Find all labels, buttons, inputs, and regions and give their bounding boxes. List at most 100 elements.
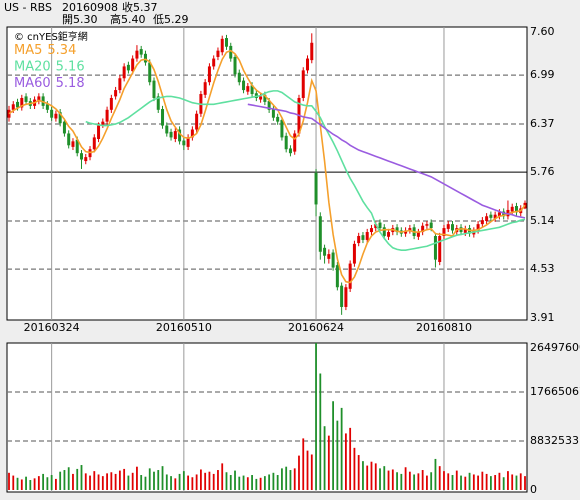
candle-body (131, 58, 135, 72)
candle-body (148, 62, 152, 83)
volume-bar (310, 454, 313, 490)
volume-bar (255, 478, 258, 490)
volume-bar (263, 476, 266, 490)
volume-bar (502, 477, 505, 490)
candle-body (101, 121, 105, 125)
volume-bar (391, 469, 394, 490)
volume-bar (93, 471, 96, 490)
volume-bar (42, 473, 45, 490)
y-tick-label: 5.76 (530, 165, 555, 178)
x-tick-label: 20160324 (24, 321, 80, 334)
volume-bar (84, 473, 87, 490)
y-tick-label: 5.14 (530, 214, 555, 227)
volume-bar (225, 472, 228, 490)
volume-bar (195, 474, 198, 490)
candle-body (382, 227, 386, 236)
y-tick-label: 6.37 (530, 117, 555, 130)
volume-bar (374, 463, 377, 490)
candle-body (195, 113, 199, 130)
volume-bar (204, 472, 207, 490)
volume-bar (59, 471, 62, 490)
candle-body (331, 252, 335, 268)
volume-bar (110, 472, 113, 490)
candle-body (37, 96, 41, 102)
volume-bar (20, 479, 23, 490)
volume-bar (217, 470, 219, 490)
candle-body (429, 222, 433, 229)
candle-body (135, 50, 139, 59)
candle-body (416, 232, 420, 237)
volume-bar (417, 473, 420, 490)
candle-body (216, 50, 220, 57)
candle-body (62, 121, 66, 134)
legend-name: MA5 (14, 43, 42, 58)
volume-bar (29, 480, 32, 490)
candle-body (433, 235, 437, 260)
volume-panel (6, 342, 528, 493)
volume-bar (123, 468, 126, 490)
legend-entry: MA60 5.18 (14, 76, 85, 91)
volume-bar (353, 447, 356, 490)
legend-name: MA60 (14, 76, 51, 91)
volume-bar (319, 373, 322, 490)
volume-bar (161, 466, 164, 490)
candle-body (71, 141, 75, 147)
candle-body (314, 172, 318, 205)
volume-bar (106, 473, 108, 490)
candle-body (50, 109, 54, 118)
candle-body (451, 224, 455, 231)
legend-value: 5.18 (56, 76, 85, 91)
volume-bar (327, 435, 330, 490)
volume-bar (76, 468, 79, 490)
legend-entry: MA20 5.16 (14, 59, 85, 74)
candle-body (348, 263, 352, 289)
volume-bar (136, 466, 138, 490)
candle-body (288, 148, 292, 154)
volume-bar (472, 474, 475, 490)
candle-body (387, 232, 391, 237)
candle-body (224, 38, 228, 47)
legend-name: MA20 (14, 59, 51, 74)
volume-bar (451, 475, 454, 490)
volume-bar (33, 478, 36, 490)
candle-body (323, 247, 327, 256)
y-tick-label: 3.91 (530, 311, 555, 324)
ma-line (247, 103, 526, 219)
volume-bar (242, 475, 245, 490)
candle-body (58, 112, 62, 124)
volume-bar (332, 401, 334, 490)
volume-bar (468, 472, 471, 490)
volume-bar (200, 469, 202, 490)
candle-body (161, 109, 165, 126)
candle-body (340, 285, 344, 307)
candle-body (92, 137, 96, 150)
volume-bar (408, 471, 411, 490)
candle-body (301, 70, 305, 98)
candle-body (352, 243, 356, 264)
volume-bar (507, 471, 509, 490)
volume-bar (178, 473, 181, 490)
candle-body (276, 116, 280, 122)
volume-bar (370, 461, 373, 490)
candle-body (425, 224, 429, 226)
candle-body (173, 131, 177, 139)
volume-bar (396, 472, 398, 490)
volume-bar (131, 472, 134, 490)
volume-bar (153, 471, 155, 490)
volume-bar (515, 475, 518, 490)
candle-body (207, 66, 211, 83)
candle-body (365, 232, 369, 240)
volume-bar (276, 475, 279, 490)
volume-bar (357, 455, 360, 490)
volume-bar (421, 470, 424, 490)
candle-body (361, 235, 365, 240)
volume-bar (306, 450, 309, 490)
volume-bar (443, 471, 445, 490)
volume-bar (67, 467, 70, 490)
volume-bar (191, 477, 194, 490)
candle-body (446, 224, 450, 229)
volume-bar (272, 472, 275, 490)
volume-bar (285, 466, 288, 490)
volume-bar (63, 470, 66, 490)
